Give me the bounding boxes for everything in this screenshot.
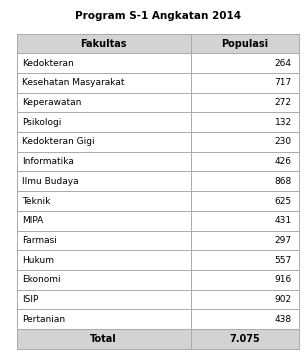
Bar: [17, 132, 299, 152]
Text: Farmasi: Farmasi: [22, 236, 57, 245]
Text: 431: 431: [274, 216, 292, 225]
Text: Populasi: Populasi: [221, 39, 269, 49]
Text: 902: 902: [274, 295, 292, 304]
Text: ISIP: ISIP: [22, 295, 39, 304]
Text: Fakultas: Fakultas: [80, 39, 127, 49]
Text: Total: Total: [90, 334, 117, 344]
Bar: [17, 191, 299, 211]
Text: 557: 557: [274, 256, 292, 264]
Text: 7.075: 7.075: [230, 334, 260, 344]
Text: Kesehatan Masyarakat: Kesehatan Masyarakat: [22, 78, 125, 87]
Bar: [17, 53, 299, 73]
Bar: [17, 34, 299, 53]
Text: MIPA: MIPA: [22, 216, 44, 225]
Text: Psikologi: Psikologi: [22, 118, 62, 127]
Text: 230: 230: [274, 137, 292, 147]
Bar: [17, 309, 299, 329]
Text: 297: 297: [274, 236, 292, 245]
Text: 916: 916: [274, 275, 292, 284]
Text: Ekonomi: Ekonomi: [22, 275, 61, 284]
Bar: [17, 250, 299, 270]
Text: Teknik: Teknik: [22, 197, 51, 206]
Text: 132: 132: [274, 118, 292, 127]
Text: Hukum: Hukum: [22, 256, 54, 264]
Text: Ilmu Budaya: Ilmu Budaya: [22, 177, 79, 186]
Text: Kedokteran: Kedokteran: [22, 59, 74, 68]
Text: 717: 717: [274, 78, 292, 87]
Text: 438: 438: [274, 315, 292, 324]
Text: 625: 625: [274, 197, 292, 206]
Bar: [17, 329, 299, 349]
Bar: [17, 152, 299, 171]
Bar: [17, 270, 299, 290]
Text: 264: 264: [275, 59, 292, 68]
Bar: [17, 113, 299, 132]
Bar: [17, 230, 299, 250]
Text: Program S-1 Angkatan 2014: Program S-1 Angkatan 2014: [75, 11, 241, 21]
Text: Kedokteran Gigi: Kedokteran Gigi: [22, 137, 95, 147]
Bar: [17, 93, 299, 113]
Text: Pertanian: Pertanian: [22, 315, 65, 324]
Text: 868: 868: [274, 177, 292, 186]
Bar: [17, 73, 299, 93]
Text: Keperawatan: Keperawatan: [22, 98, 82, 107]
Bar: [17, 290, 299, 309]
Text: Informatika: Informatika: [22, 157, 74, 166]
Text: 272: 272: [275, 98, 292, 107]
Text: 426: 426: [275, 157, 292, 166]
Bar: [17, 211, 299, 230]
Bar: [17, 171, 299, 191]
